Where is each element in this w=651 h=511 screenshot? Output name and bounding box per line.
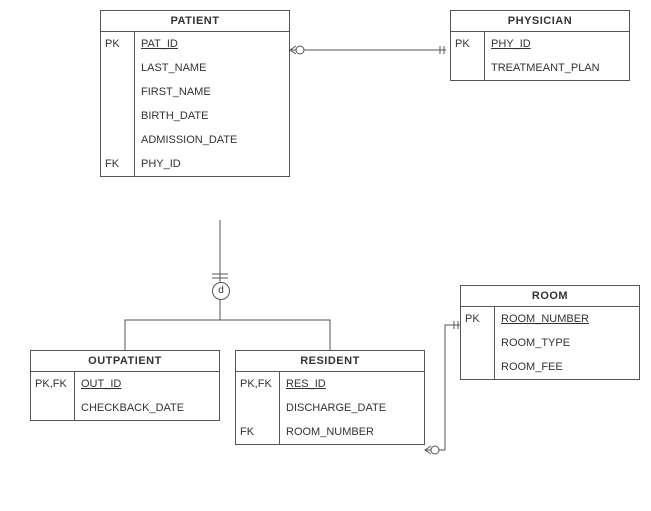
outpatient-key-0: PK,FK — [31, 372, 74, 396]
disjoint-marker: d — [212, 282, 230, 300]
patient-key-1 — [101, 56, 134, 80]
outpatient-attr-0: OUT_ID — [75, 372, 219, 396]
entity-room-title: ROOM — [461, 286, 639, 307]
entity-physician-title: PHYSICIAN — [451, 11, 629, 32]
edge-resident-end-crow — [425, 446, 431, 454]
resident-attr-0: RES_ID — [280, 372, 424, 396]
outpatient-attr-1: CHECKBACK_DATE — [75, 396, 219, 420]
entity-room: ROOM PK ROOM_NUMBER ROOM_TYPE ROOM_FEE — [460, 285, 640, 380]
outpatient-key-1 — [31, 396, 74, 420]
resident-key-2: FK — [236, 420, 279, 444]
entity-physician: PHYSICIAN PK PHY_ID TREATMEANT_PLAN — [450, 10, 630, 81]
physician-attr-1: TREATMEANT_PLAN — [485, 56, 629, 80]
room-attr-2: ROOM_FEE — [495, 355, 639, 379]
room-attr-1: ROOM_TYPE — [495, 331, 639, 355]
patient-attr-4: ADMISSION_DATE — [135, 128, 289, 152]
edge-patient-end-crow — [290, 46, 296, 54]
entity-outpatient: OUTPATIENT PK,FK OUT_ID CHECKBACK_DATE — [30, 350, 220, 421]
entity-resident: RESIDENT PK,FK FK RES_ID DISCHARGE_DATE … — [235, 350, 425, 445]
resident-attr-2: ROOM_NUMBER — [280, 420, 424, 444]
patient-key-5: FK — [101, 152, 134, 176]
entity-patient-title: PATIENT — [101, 11, 289, 32]
resident-key-1 — [236, 396, 279, 420]
edge-d-cap — [212, 274, 228, 278]
edge-d-resident — [220, 298, 330, 350]
edge-resident-room — [425, 325, 460, 450]
edge-patient-end-circle — [296, 46, 304, 54]
room-key-1 — [461, 331, 494, 355]
physician-attr-0: PHY_ID — [485, 32, 629, 56]
patient-attr-0: PAT_ID — [135, 32, 289, 56]
room-key-0: PK — [461, 307, 494, 331]
patient-key-2 — [101, 80, 134, 104]
patient-key-3 — [101, 104, 134, 128]
resident-attr-1: DISCHARGE_DATE — [280, 396, 424, 420]
edge-resident-end-circle — [431, 446, 439, 454]
resident-key-0: PK,FK — [236, 372, 279, 396]
patient-attr-3: BIRTH_DATE — [135, 104, 289, 128]
patient-attr-5: PHY_ID — [135, 152, 289, 176]
room-attr-0: ROOM_NUMBER — [495, 307, 639, 331]
entity-outpatient-title: OUTPATIENT — [31, 351, 219, 372]
entity-patient: PATIENT PK FK PAT_ID LAST_NAME FIRST_NAM… — [100, 10, 290, 177]
edge-physician-end — [440, 46, 444, 54]
physician-key-0: PK — [451, 32, 484, 56]
patient-attr-1: LAST_NAME — [135, 56, 289, 80]
patient-key-0: PK — [101, 32, 134, 56]
disjoint-marker-label: d — [218, 285, 224, 296]
patient-attr-2: FIRST_NAME — [135, 80, 289, 104]
entity-resident-title: RESIDENT — [236, 351, 424, 372]
edge-d-outpatient — [125, 298, 220, 350]
edge-room-end — [454, 321, 458, 329]
physician-key-1 — [451, 56, 484, 80]
room-key-2 — [461, 355, 494, 379]
patient-key-4 — [101, 128, 134, 152]
